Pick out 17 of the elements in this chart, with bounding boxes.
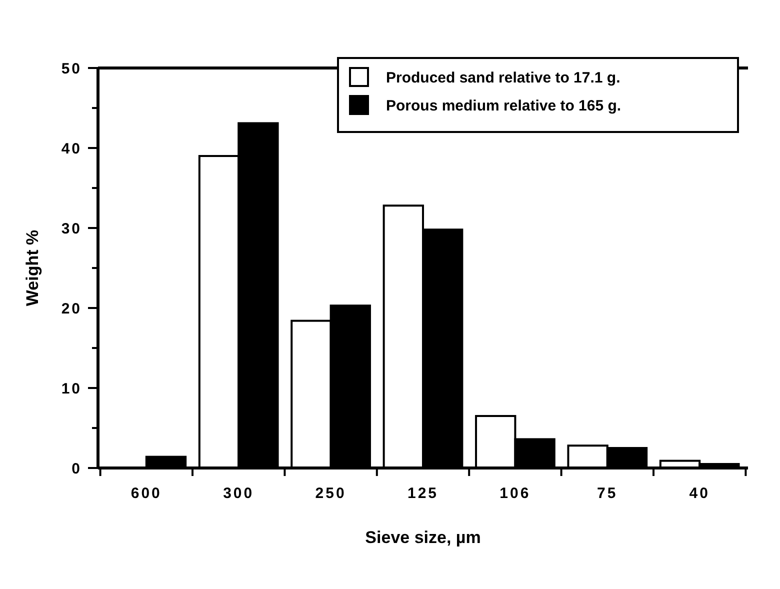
y-tick-label: 50 xyxy=(61,60,82,78)
x-tick-label: 75 xyxy=(597,485,618,502)
legend-label: Porous medium relative to 165 g. xyxy=(386,97,622,114)
y-tick-label: 30 xyxy=(61,220,82,238)
x-tick-label: 106 xyxy=(500,485,531,502)
legend-label: Produced sand relative to 17.1 g. xyxy=(386,69,620,86)
y-tick-label: 20 xyxy=(61,300,82,318)
x-tick-label: 300 xyxy=(223,485,254,502)
y-tick-label: 10 xyxy=(61,380,82,398)
x-tick-label: 250 xyxy=(315,485,346,502)
y-axis-title: Weight % xyxy=(23,230,42,306)
x-axis-title: Sieve size, µm xyxy=(365,528,481,547)
y-tick-label: 0 xyxy=(72,460,82,478)
x-tick-label: 600 xyxy=(130,485,162,502)
x-tick-label: 40 xyxy=(689,485,710,502)
x-tick-label: 125 xyxy=(407,485,439,502)
y-tick-label: 40 xyxy=(61,140,82,158)
